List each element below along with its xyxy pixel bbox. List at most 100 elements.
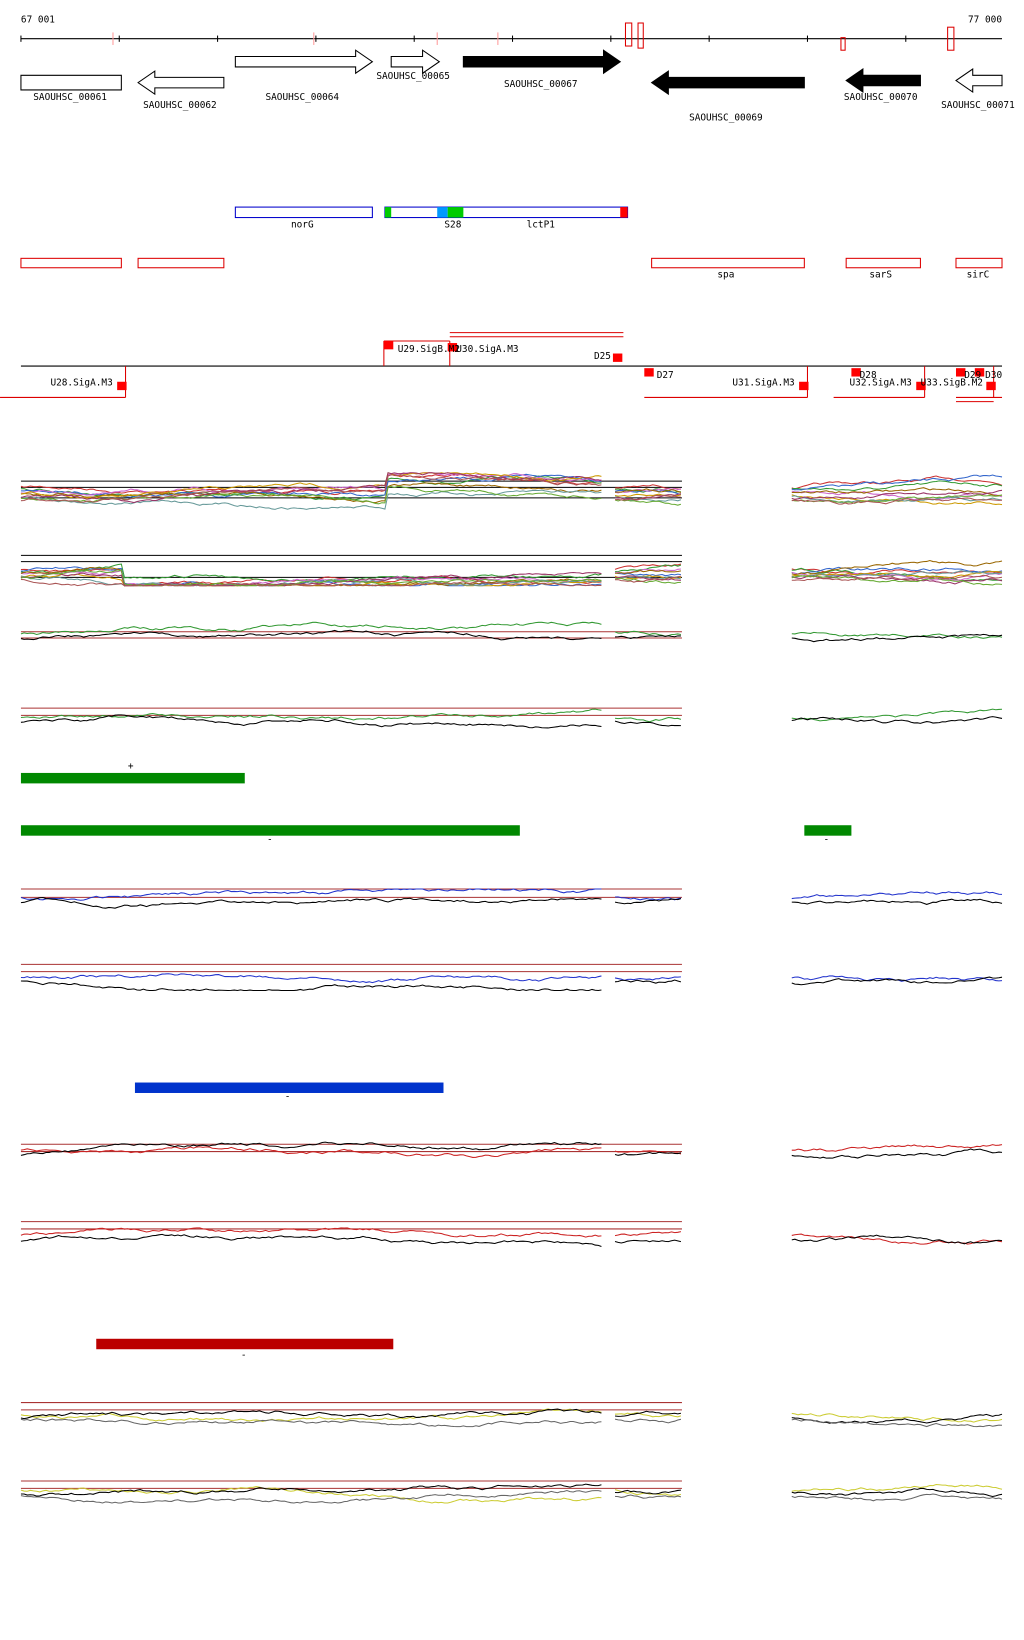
track-line [615,1489,681,1495]
track-line [20,572,602,587]
track-line [791,1487,1003,1498]
ruler-mark [840,37,846,51]
segment-bar [20,772,245,784]
feature-part [384,207,392,218]
track-line [791,487,1003,497]
track-line [614,720,681,727]
ruler-mark [637,22,644,49]
track-line [614,1239,682,1244]
gene-label: SAOUHSC_00065 [376,71,450,82]
track-line [20,1233,602,1248]
gene [955,68,1003,94]
track-line [20,1227,602,1238]
promoter-flag [974,368,985,377]
segment-bar [804,825,852,836]
track-line [791,559,1003,576]
track-line [791,489,1003,500]
gene-label: SAOUHSC_00067 [504,79,578,90]
feature-part [447,207,464,218]
gene [234,49,374,75]
feature-label: sirC [967,270,990,281]
track-line [791,976,1003,986]
track-line [20,1489,602,1504]
segment-sign: + [128,761,134,772]
gene [845,68,921,94]
track-line [791,633,1003,643]
feature [234,206,373,219]
track-line [20,714,602,729]
red-feature [955,257,1003,269]
promoter-flag [383,340,394,350]
track-line [791,574,1003,582]
track-line [791,475,1003,490]
track-line [791,497,1003,505]
track-line [614,1412,682,1418]
promoter-flag [799,381,809,391]
track-line [20,1483,602,1497]
promoter-flag [851,368,861,377]
gene [462,49,622,75]
promoter-label: D27 [657,370,674,381]
feature-part [437,207,448,218]
promoter-label: U31.SigA.M3 [732,377,794,388]
gene-label: SAOUHSC_00062 [143,100,217,111]
track-line [20,621,602,635]
promoter-flag [447,343,458,352]
track-line [615,564,682,573]
segment-sign: - [823,834,829,845]
promoter-flag [955,368,966,377]
track-line [20,472,602,500]
red-feature [845,257,921,269]
track-line [614,1494,682,1499]
track-line [791,1412,1003,1423]
track-line [791,1413,1003,1424]
track-line [20,980,602,992]
segment-bar [134,1082,444,1093]
feature [384,206,629,219]
track-line [614,1231,682,1237]
track-line [20,489,602,510]
feature-label: norG [291,219,314,230]
track-line [791,898,1003,905]
track-line [614,488,682,494]
track-line [791,1483,1003,1492]
track-line [614,898,682,905]
track-line [20,1408,602,1422]
track-line [791,490,1003,501]
track-line [791,1233,1003,1245]
track-line [614,577,681,584]
red-feature [137,257,225,269]
gene-label: SAOUHSC_00064 [265,92,339,103]
track-line [614,575,682,580]
promoter-label: U32.SigA.M3 [850,377,912,388]
track-line [791,716,1003,724]
track-line [791,1148,1003,1159]
promoter-flag [644,368,654,377]
track-line [791,1234,1003,1245]
red-feature [20,257,122,269]
track-line [20,708,602,721]
track-line [20,570,602,587]
promoter-label: U33.SigB.M2 [921,377,983,388]
track-line [20,474,602,503]
segment-sign: - [267,834,273,845]
gene-label: SAOUHSC_00069 [689,113,763,124]
feature-label: lctP1 [527,219,556,230]
track-line [614,716,682,723]
track-line [791,574,1003,585]
track-line [614,499,682,506]
track-line [614,572,682,577]
feature-label: sarS [869,270,892,281]
track-line [614,575,681,581]
track-line [791,891,1003,900]
promoter-label: D30 [985,370,1002,381]
feature-part [620,207,628,218]
track-line [791,1144,1003,1152]
gene [137,70,225,96]
track-line [20,1146,602,1158]
track-line [615,896,682,901]
track-line [615,575,682,583]
ruler-start: 67 001 [21,14,55,25]
track-line [20,1418,602,1428]
track-line [20,569,602,587]
